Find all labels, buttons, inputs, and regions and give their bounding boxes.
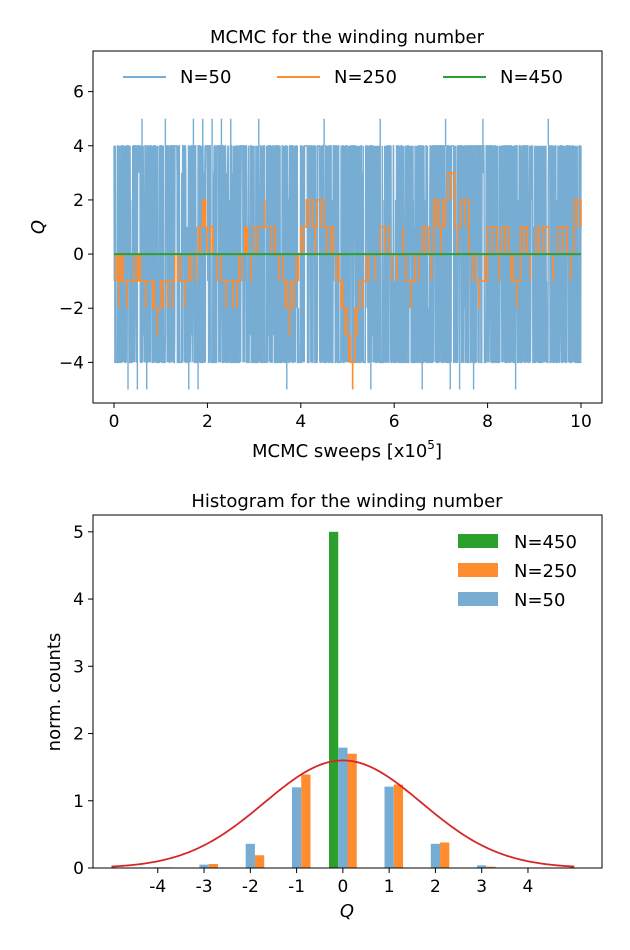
chart1-plot-area (92, 50, 603, 404)
bar-n50-q3 (477, 865, 487, 868)
legend-label-n250: N=250 (514, 561, 577, 582)
chart2-y-label: norm. counts (44, 633, 65, 752)
bar-n50-q-2 (245, 843, 255, 868)
chart2-title: Histogram for the winding number (191, 491, 503, 512)
legend-label-n450: N=450 (500, 67, 563, 88)
bar-n50-q-1 (291, 787, 302, 868)
series-n50-line (113, 118, 582, 390)
bar-n250-q0 (347, 753, 357, 868)
bar-n250-q2 (440, 842, 450, 868)
bar-n250-q-3 (208, 863, 218, 868)
chart1-title: MCMC for the winding number (210, 27, 485, 48)
x-tick-label: -2 (242, 877, 259, 897)
chart2-plot-area (92, 514, 603, 869)
bar-n250-q3 (486, 866, 496, 868)
chart2-legend: N=450 N=250 N=50 (458, 532, 577, 611)
bar-n50-q2 (430, 843, 441, 868)
y-tick-label: 5 (73, 523, 84, 543)
bar-n50-q-3 (199, 864, 209, 868)
x-tick-label: -3 (196, 877, 213, 897)
chart2-x-label: Q (340, 901, 354, 922)
x-tick-label: 3 (476, 877, 487, 897)
legend-swatch-n250 (458, 563, 498, 577)
legend-label-n50: N=50 (514, 590, 565, 611)
y-tick-label: 1 (73, 792, 84, 812)
bar-n250-q-2 (254, 855, 265, 868)
chart1-frame (92, 50, 603, 404)
bar-n250-q1 (393, 784, 404, 868)
bar-n50-q1 (384, 786, 394, 868)
legend-label-n250: N=250 (334, 67, 397, 88)
legend-label-n450: N=450 (514, 532, 577, 553)
x-tick-label: 0 (109, 412, 120, 432)
x-tick-label: 6 (389, 412, 400, 432)
y-tick-label: −2 (59, 299, 84, 319)
mcmc-trace-chart: MCMC for the winding number 0 2 4 6 8 10 −4 −2… (28, 27, 603, 462)
legend-swatch-n450 (458, 534, 498, 548)
y-tick-label: 0 (73, 859, 84, 879)
bar-n250-q-1 (301, 774, 311, 868)
legend-swatch-n50 (458, 592, 498, 606)
chart1-y-ticks: −4 −2 0 2 4 6 (59, 83, 93, 373)
y-tick-label: 3 (73, 657, 84, 677)
y-tick-label: 4 (73, 590, 84, 610)
x-tick-label: 2 (202, 412, 213, 432)
x-tick-label: -4 (149, 877, 166, 897)
x-tick-label: 8 (482, 412, 493, 432)
bar-n450-q0 (328, 531, 339, 868)
x-tick-label: -1 (288, 877, 305, 897)
bar-n50-q0 (338, 747, 348, 868)
chart1-y-label: Q (28, 220, 49, 234)
chart2-x-ticks: -4 -3 -2 -1 0 1 2 3 4 (149, 868, 533, 897)
chart1-legend: N=50 N=250 N=450 (123, 67, 563, 88)
x-tick-label: 0 (337, 877, 348, 897)
y-tick-label: 4 (73, 137, 84, 157)
chart1-x-ticks: 0 2 4 6 8 10 (109, 403, 592, 432)
gaussian-fit-curve (111, 759, 575, 868)
y-tick-label: 6 (73, 83, 84, 103)
y-tick-label: −4 (59, 353, 84, 373)
x-tick-label: 4 (295, 412, 306, 432)
y-tick-label: 2 (73, 191, 84, 211)
x-tick-label: 1 (384, 877, 395, 897)
y-tick-label: 2 (73, 725, 84, 745)
y-tick-label: 0 (73, 245, 84, 265)
chart2-frame (92, 514, 603, 869)
chart2-y-ticks: 0 1 2 3 4 5 (73, 523, 93, 879)
chart1-x-label: MCMC sweeps [x105] (252, 438, 442, 462)
histogram-chart: Histogram for the winding number -4 -3 -2-… (44, 491, 603, 922)
x-tick-label: 4 (523, 877, 534, 897)
legend-label-n50: N=50 (180, 67, 231, 88)
x-tick-label: 10 (570, 412, 592, 432)
x-tick-label: 2 (430, 877, 441, 897)
